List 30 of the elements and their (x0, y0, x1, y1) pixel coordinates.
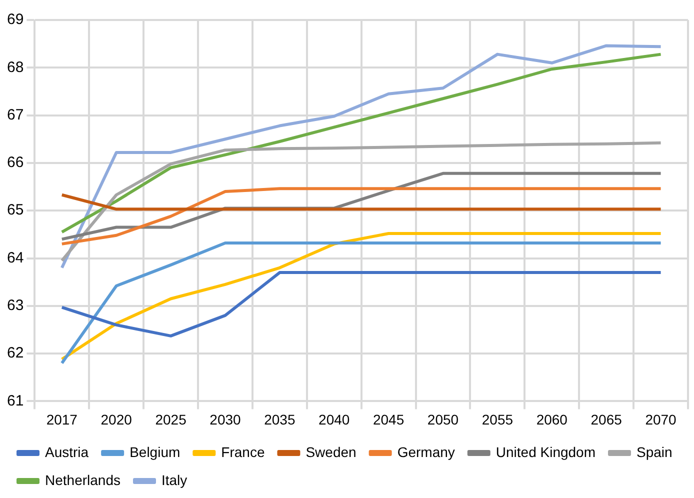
x-tick-label: 2040 (318, 411, 350, 428)
y-tick-label: 67 (6, 106, 24, 124)
legend-label: United Kingdom (496, 444, 596, 460)
y-tick-label: 64 (6, 249, 24, 266)
y-tick-label: 62 (6, 344, 24, 362)
legend-label: France (221, 444, 265, 460)
x-tick-label: 2025 (155, 411, 187, 428)
legend-label: Belgium (130, 444, 180, 460)
x-tick-label: 2060 (536, 411, 568, 428)
x-tick-label: 2055 (482, 411, 514, 428)
x-tick-label: 2020 (100, 411, 132, 428)
legend-label: Austria (45, 444, 89, 460)
legend-label: Italy (161, 472, 188, 488)
y-tick-label: 69 (6, 11, 24, 28)
legend-label: Germany (397, 444, 455, 460)
x-tick-label: 2045 (372, 411, 404, 428)
legend-label: Sweden (306, 444, 356, 460)
x-tick-label: 2065 (590, 411, 622, 428)
x-tick-label: 2030 (210, 411, 242, 428)
legend-label: Netherlands (45, 472, 120, 488)
x-tick-label: 2070 (645, 411, 677, 428)
legend-label: Spain (636, 444, 672, 460)
y-tick-label: 68 (6, 58, 24, 76)
y-tick-label: 63 (6, 297, 24, 314)
y-tick-label: 66 (6, 154, 24, 172)
y-tick-label: 61 (6, 392, 24, 410)
x-tick-label: 2035 (264, 411, 296, 428)
x-tick-label: 2017 (46, 411, 78, 428)
y-tick-label: 65 (6, 202, 24, 219)
x-tick-label: 2050 (427, 411, 459, 428)
